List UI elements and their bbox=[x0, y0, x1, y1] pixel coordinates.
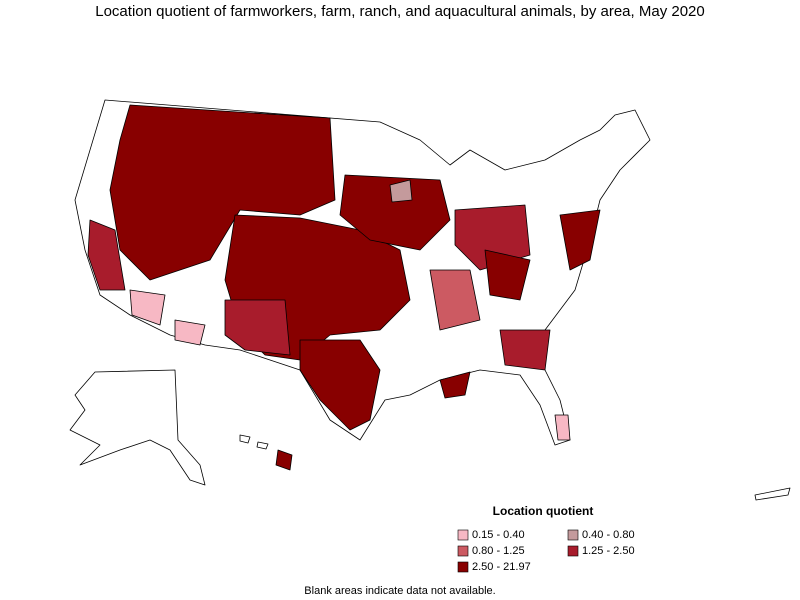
legend-label: 0.15 - 0.40 bbox=[472, 529, 525, 541]
region bbox=[174, 319, 206, 346]
region bbox=[299, 339, 381, 431]
region bbox=[109, 104, 336, 281]
map-title: Location quotient of farmworkers, farm, … bbox=[95, 3, 705, 20]
legend-swatch bbox=[457, 545, 469, 557]
footnote: Blank areas indicate data not available. bbox=[304, 585, 495, 597]
region bbox=[499, 329, 551, 371]
hawaii bbox=[239, 434, 269, 450]
legend-title: Location quotient bbox=[493, 504, 594, 518]
region bbox=[429, 269, 481, 331]
legend-swatch bbox=[567, 529, 579, 541]
legend-swatch bbox=[457, 561, 469, 573]
region bbox=[559, 209, 601, 271]
us-map bbox=[69, 99, 791, 501]
legend-swatch bbox=[567, 545, 579, 557]
legend-swatch bbox=[457, 529, 469, 541]
hawaii bbox=[275, 449, 293, 471]
alaska bbox=[69, 369, 206, 486]
region bbox=[554, 414, 571, 441]
region bbox=[389, 179, 413, 203]
legend-label: 0.80 - 1.25 bbox=[472, 545, 525, 557]
region bbox=[439, 371, 471, 399]
legend-label: 2.50 - 21.97 bbox=[472, 561, 531, 573]
territory bbox=[754, 487, 791, 501]
legend: Location quotient 0.15 - 0.40 0.40 - 0.80… bbox=[457, 504, 635, 573]
region bbox=[87, 219, 126, 291]
legend-label: 1.25 - 2.50 bbox=[582, 545, 635, 557]
region bbox=[129, 289, 166, 326]
legend-label: 0.40 - 0.80 bbox=[582, 529, 635, 541]
region bbox=[224, 299, 291, 356]
region bbox=[484, 249, 531, 301]
region bbox=[339, 174, 451, 251]
